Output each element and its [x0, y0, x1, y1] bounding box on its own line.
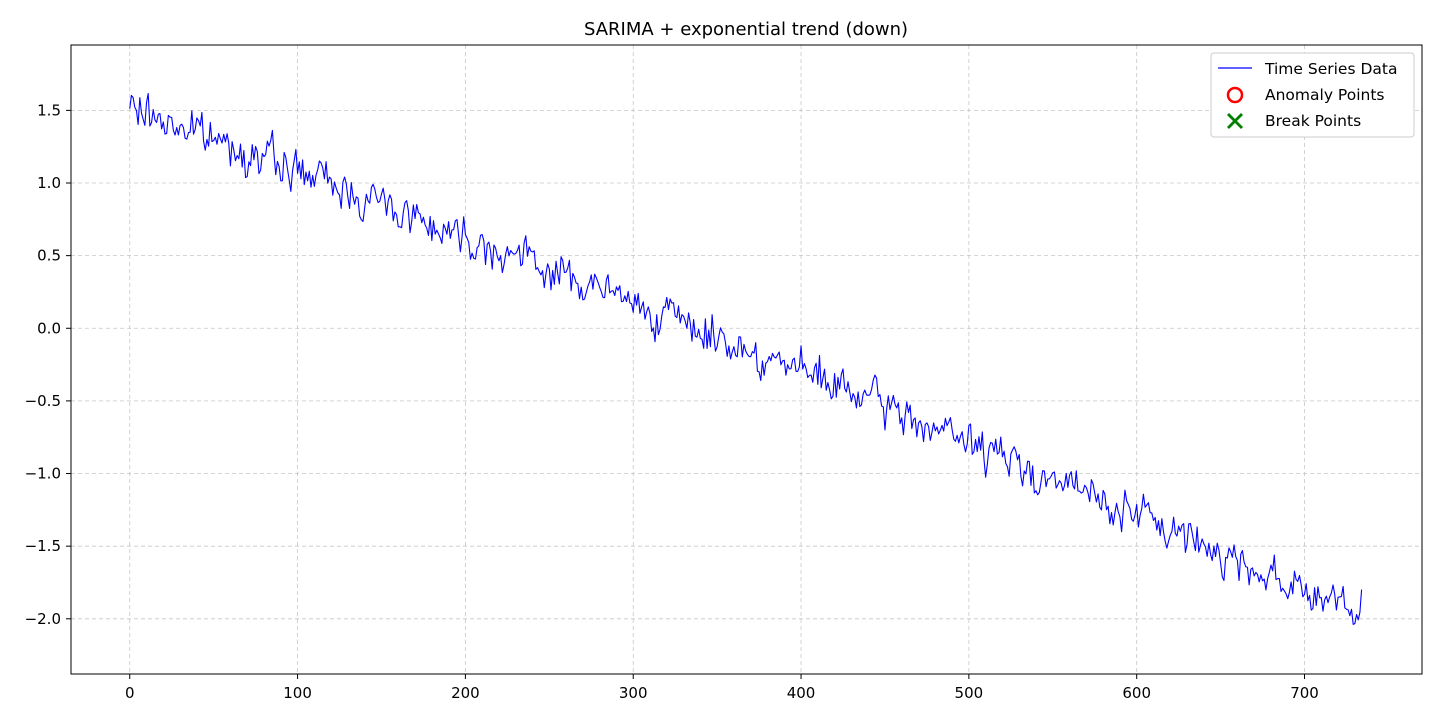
legend-label-series: Time Series Data	[1264, 60, 1397, 78]
legend-box	[1210, 52, 1415, 138]
x-tick-label: 400	[787, 684, 816, 702]
x-tick-label: 200	[451, 684, 480, 702]
legend-label-anomaly: Anomaly Points	[1265, 86, 1384, 104]
x-tick-label: 700	[1290, 684, 1319, 702]
x-tick-label: 500	[955, 684, 984, 702]
grid	[71, 45, 1422, 674]
x-tick-label: 600	[1122, 684, 1151, 702]
y-tick-label: 1.0	[37, 174, 61, 192]
y-tick-label: 1.5	[37, 101, 61, 119]
y-tick-label: 0.5	[37, 247, 61, 265]
y-axis: −2.0 −1.5 −1.0 −0.5 0.0 0.5 1.0 1.5	[25, 101, 71, 628]
plot-frame	[70, 44, 1423, 675]
x-tick-label: 300	[619, 684, 648, 702]
legend-anomaly-icon	[1226, 86, 1244, 104]
y-tick-label: −0.5	[25, 392, 61, 410]
y-tick-label: −1.0	[25, 465, 61, 483]
y-tick-label: −2.0	[25, 610, 61, 628]
y-tick-label: −1.5	[25, 537, 61, 555]
legend: Time Series Data Anomaly Points Break Po…	[1210, 52, 1415, 138]
x-tick-label: 0	[125, 684, 135, 702]
data-layer	[129, 92, 1363, 625]
chart-title: SARIMA + exponential trend (down)	[584, 19, 908, 40]
series-line	[129, 92, 1363, 625]
x-tick-label: 100	[283, 684, 312, 702]
x-axis: 0 100 200 300 400 500 600 700	[125, 674, 1319, 702]
y-tick-label: 0.0	[37, 319, 61, 337]
legend-break-icon	[1227, 113, 1243, 129]
legend-label-break: Break Points	[1265, 112, 1361, 130]
